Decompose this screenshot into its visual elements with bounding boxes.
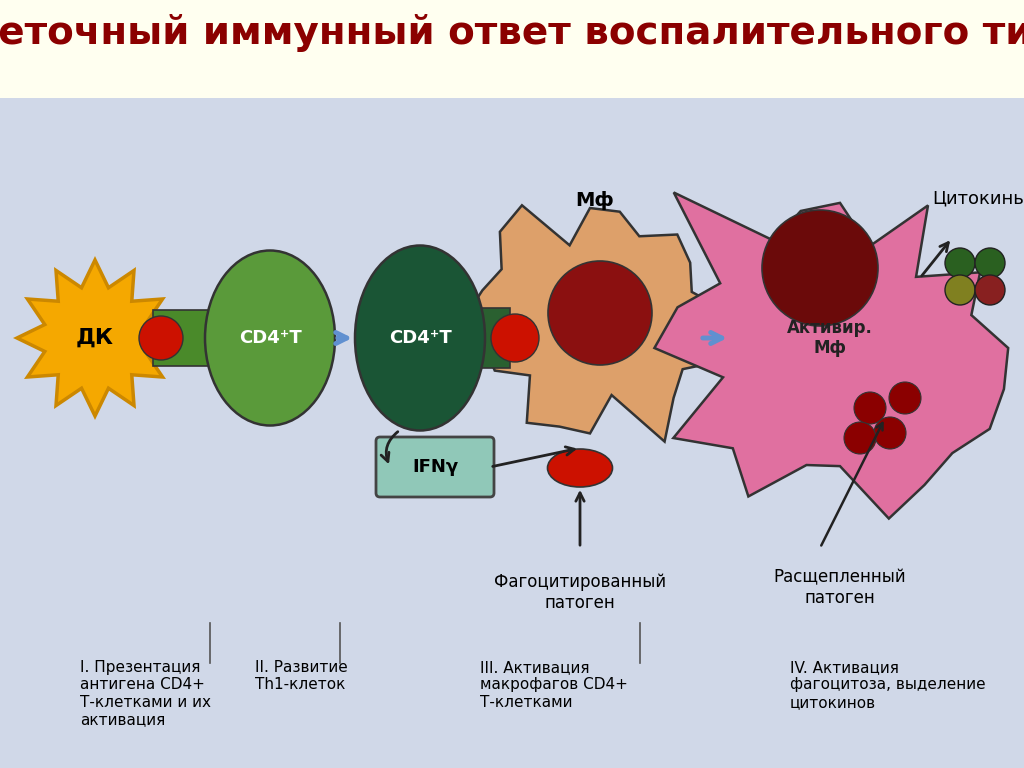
Ellipse shape xyxy=(205,250,335,425)
Text: Клеточный иммунный ответ воспалительного типа: Клеточный иммунный ответ воспалительного… xyxy=(0,14,1024,52)
Circle shape xyxy=(874,417,906,449)
Circle shape xyxy=(854,392,886,424)
Text: Активир.
Мф: Активир. Мф xyxy=(787,319,872,357)
Bar xyxy=(153,310,215,366)
Text: IV. Активация
фагоцитоза, выделение
цитокинов: IV. Активация фагоцитоза, выделение цито… xyxy=(790,660,986,710)
Text: IFNγ: IFNγ xyxy=(412,458,458,476)
FancyBboxPatch shape xyxy=(376,437,494,497)
Text: Расщепленный
патоген: Расщепленный патоген xyxy=(774,568,906,607)
Circle shape xyxy=(945,275,975,305)
Text: CD4⁺T: CD4⁺T xyxy=(389,329,452,347)
Text: II. Развитие
Th1-клеток: II. Развитие Th1-клеток xyxy=(255,660,348,693)
Circle shape xyxy=(975,275,1005,305)
Circle shape xyxy=(490,314,539,362)
Bar xyxy=(0,98,1024,768)
Text: III. Активация
макрофагов CD4+
Т-клетками: III. Активация макрофагов CD4+ Т-клеткам… xyxy=(480,660,628,710)
Text: ДК: ДК xyxy=(76,328,114,348)
Circle shape xyxy=(975,248,1005,278)
Circle shape xyxy=(762,210,878,326)
Polygon shape xyxy=(17,260,173,416)
Text: CD4⁺T: CD4⁺T xyxy=(239,329,301,347)
Text: I. Презентация
антигена CD4+
Т-клетками и их
активация: I. Презентация антигена CD4+ Т-клетками … xyxy=(80,660,211,727)
Bar xyxy=(0,0,1024,98)
Polygon shape xyxy=(465,205,741,442)
Text: Цитокины: Цитокины xyxy=(932,189,1024,207)
Ellipse shape xyxy=(355,246,485,431)
Circle shape xyxy=(139,316,183,360)
Circle shape xyxy=(844,422,876,454)
Bar xyxy=(470,308,510,368)
Text: Мф: Мф xyxy=(575,190,614,210)
Circle shape xyxy=(945,248,975,278)
Circle shape xyxy=(548,261,652,365)
Text: Фагоцитированный
патоген: Фагоцитированный патоген xyxy=(494,573,666,612)
Circle shape xyxy=(889,382,921,414)
Polygon shape xyxy=(654,193,1009,518)
Ellipse shape xyxy=(548,449,612,487)
